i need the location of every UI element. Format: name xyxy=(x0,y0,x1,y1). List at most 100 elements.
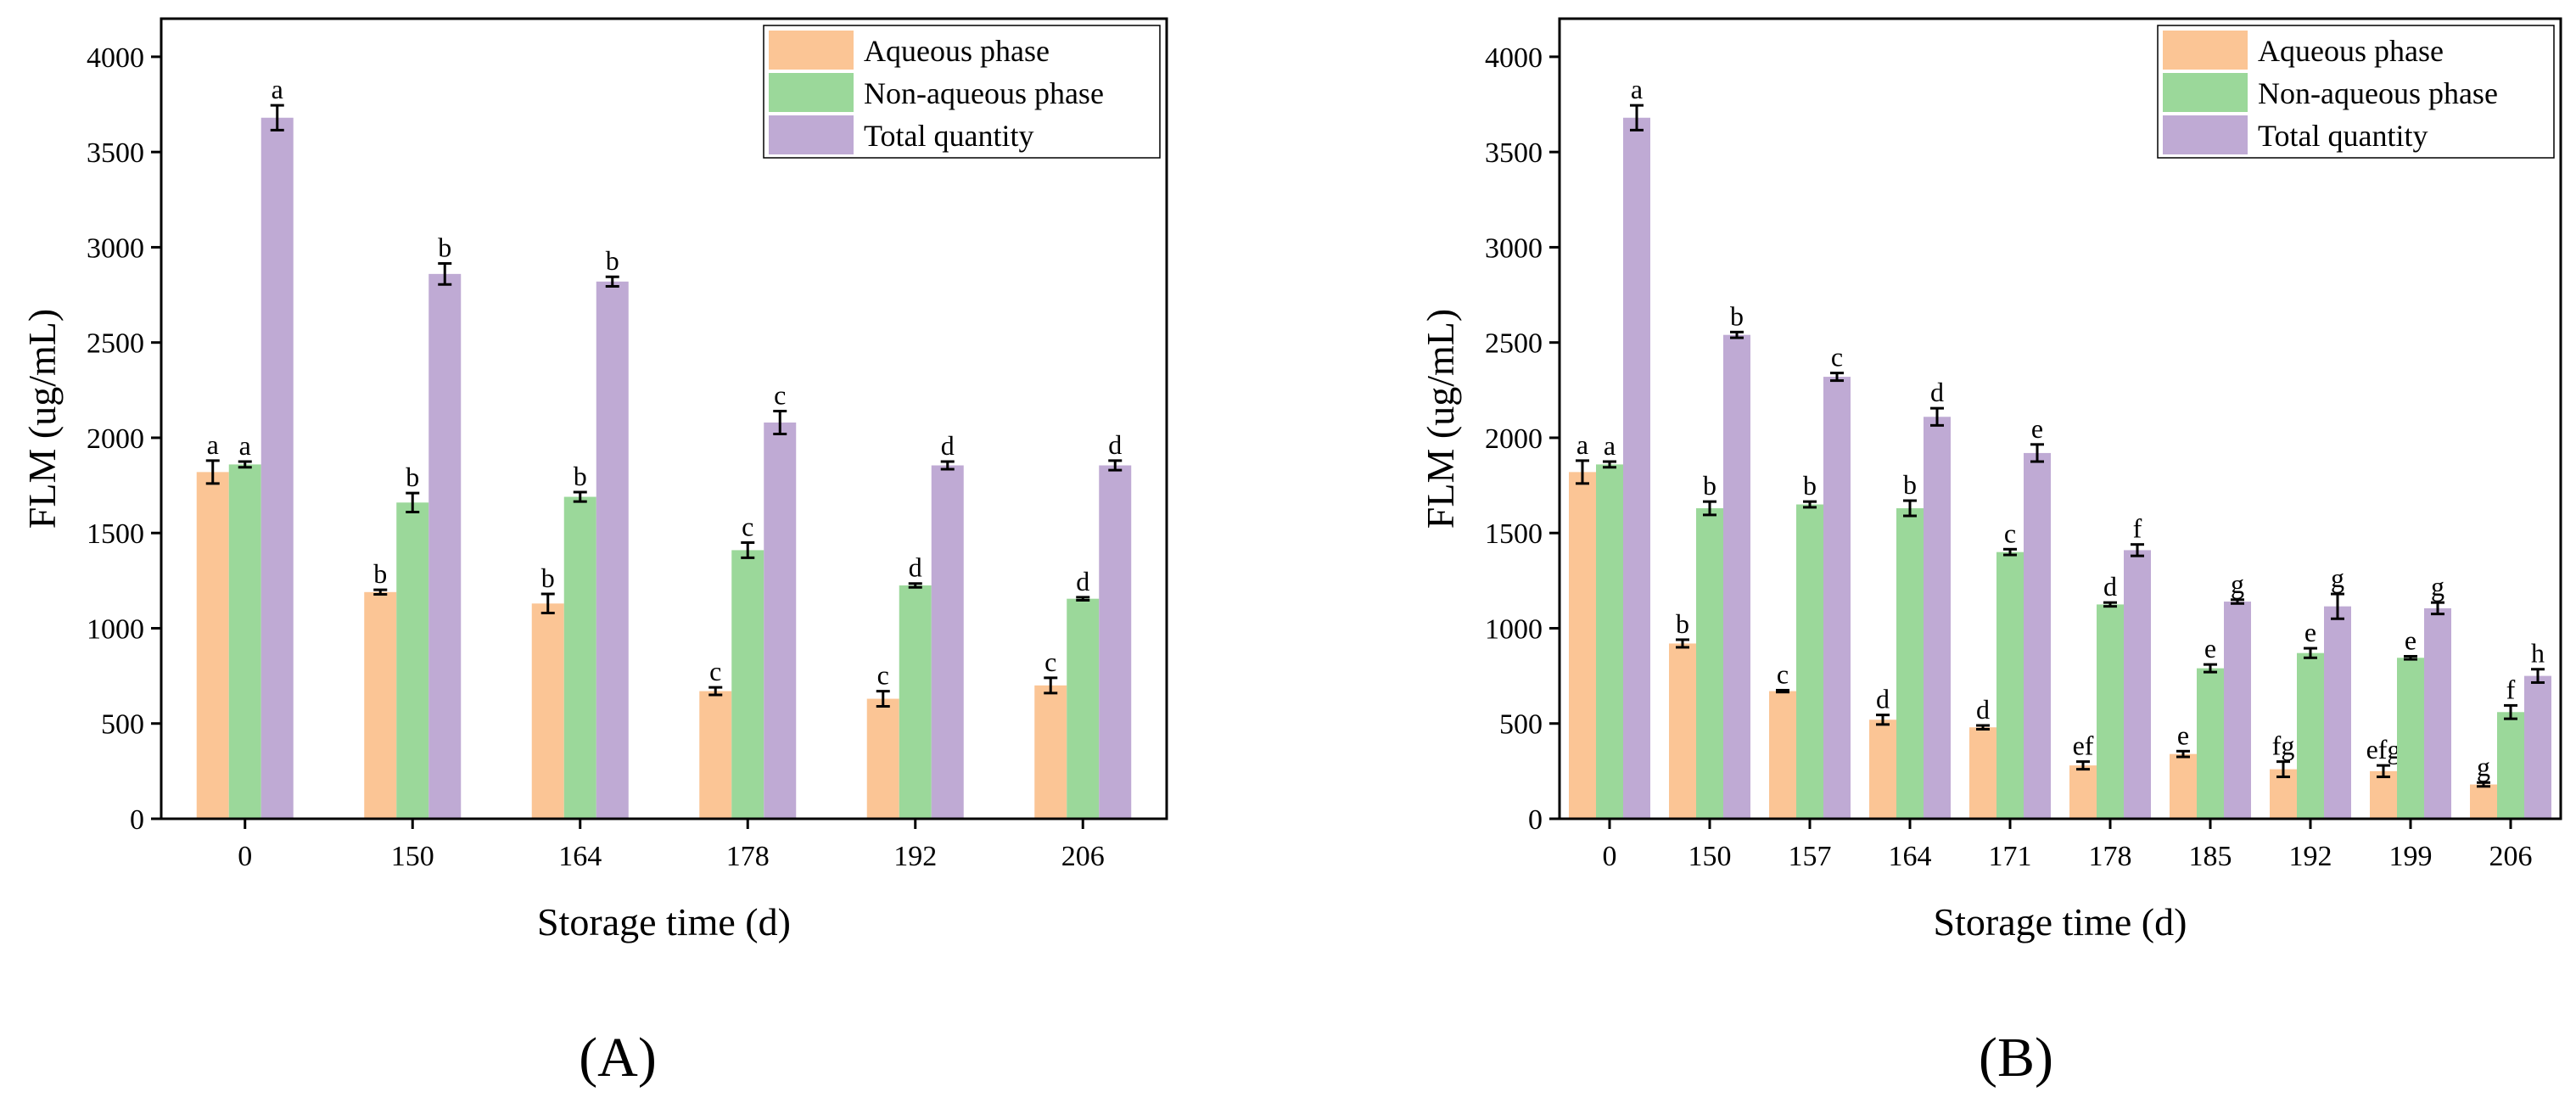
y-tick-label: 4000 xyxy=(87,42,144,74)
error-bar-aqueous-150 xyxy=(373,588,388,596)
significance-label-aqueous-0: a xyxy=(1576,429,1588,460)
legend-label-aqueous: Aqueous phase xyxy=(864,34,1050,68)
panel-b-label: (B) xyxy=(1979,1027,2053,1089)
x-tick-label: 164 xyxy=(1889,841,1932,872)
significance-label-nonaqueous-206: f xyxy=(2506,674,2516,704)
series-total: a b b c d d xyxy=(260,74,1132,819)
bar-nonaqueous-206 xyxy=(2497,712,2524,819)
significance-label-nonaqueous-178: c xyxy=(742,511,753,541)
significance-label-nonaqueous-171: c xyxy=(2004,518,2016,548)
error-bar-nonaqueous-192 xyxy=(908,582,922,589)
x-tick-label: 206 xyxy=(1061,841,1105,872)
bar-aqueous-0 xyxy=(196,472,229,819)
legend-swatch-aqueous xyxy=(2163,31,2248,70)
error-bar-total-164 xyxy=(605,275,619,288)
bar-aqueous-185 xyxy=(2170,753,2197,819)
bar-total-171 xyxy=(2024,452,2051,819)
significance-label-aqueous-0: a xyxy=(207,429,219,460)
bar-total-150 xyxy=(1723,334,1750,819)
bar-total-206 xyxy=(1099,465,1132,819)
bar-aqueous-164 xyxy=(531,603,564,819)
bar-nonaqueous-185 xyxy=(2197,668,2224,819)
significance-label-aqueous-206: g xyxy=(2477,751,2490,781)
bar-total-185 xyxy=(2224,602,2251,819)
x-axis: 0 150 164 178 192 206 xyxy=(238,819,1105,872)
bar-nonaqueous-178 xyxy=(2097,604,2124,819)
x-tick-label: 157 xyxy=(1789,841,1832,872)
error-bar-total-164 xyxy=(1930,406,1944,427)
significance-label-total-206: d xyxy=(1108,429,1122,460)
significance-label-total-164: d xyxy=(1930,377,1944,407)
bar-nonaqueous-157 xyxy=(1796,504,1823,819)
bar-aqueous-178 xyxy=(699,691,732,819)
x-tick-label: 192 xyxy=(2289,841,2332,872)
legend-label-nonaqueous: Non-aqueous phase xyxy=(2258,76,2498,110)
significance-label-aqueous-206: c xyxy=(1044,647,1056,677)
bar-nonaqueous-150 xyxy=(1696,508,1723,819)
y-tick-label: 3500 xyxy=(1485,137,1543,169)
error-bar-total-192 xyxy=(2331,592,2344,620)
error-bar-nonaqueous-178 xyxy=(2103,601,2117,608)
bar-nonaqueous-164 xyxy=(1896,508,1924,819)
legend-label-total: Total quantity xyxy=(864,119,1033,153)
bar-aqueous-164 xyxy=(1869,719,1896,819)
error-bar-total-178 xyxy=(773,410,787,435)
bar-aqueous-199 xyxy=(2370,770,2397,819)
legend-swatch-nonaqueous xyxy=(769,73,854,112)
y-axis: 0 500 1000 1500 2000 2500 3000 3500 4000 xyxy=(87,42,161,836)
x-tick-label: 0 xyxy=(238,841,252,872)
significance-label-total-206: h xyxy=(2531,638,2545,669)
y-tick-label: 2000 xyxy=(1485,423,1543,455)
x-tick-label: 206 xyxy=(2489,841,2533,872)
bar-nonaqueous-192 xyxy=(899,585,932,819)
significance-label-aqueous-178: ef xyxy=(2073,731,2094,761)
series-nonaqueous: a b b c d d xyxy=(228,430,1100,819)
bar-total-164 xyxy=(1924,417,1951,819)
legend-swatch-nonaqueous xyxy=(2163,73,2248,112)
y-tick-label: 1000 xyxy=(1485,613,1543,645)
error-bar-aqueous-0 xyxy=(1576,459,1589,485)
legend-label-total: Total quantity xyxy=(2258,119,2428,153)
error-bar-nonaqueous-206 xyxy=(1076,596,1090,602)
y-tick-label: 2500 xyxy=(87,328,144,360)
error-bar-aqueous-150 xyxy=(1676,638,1689,649)
significance-label-aqueous-150: b xyxy=(373,558,387,589)
bar-aqueous-192 xyxy=(866,698,899,819)
x-tick-label: 185 xyxy=(2189,841,2232,872)
significance-label-nonaqueous-0: a xyxy=(239,430,251,461)
error-bar-aqueous-206 xyxy=(1044,676,1058,695)
significance-label-nonaqueous-206: d xyxy=(1076,566,1089,596)
error-bar-nonaqueous-164 xyxy=(573,490,587,503)
bar-nonaqueous-0 xyxy=(228,464,261,819)
error-bar-nonaqueous-0 xyxy=(1603,460,1616,469)
legend: Aqueous phase Non-aqueous phase Total quan… xyxy=(2157,25,2555,159)
bar-nonaqueous-0 xyxy=(1596,464,1623,819)
error-bar-nonaqueous-150 xyxy=(1703,500,1716,517)
error-bar-aqueous-185 xyxy=(2176,749,2190,759)
error-bar-nonaqueous-150 xyxy=(406,491,420,514)
significance-label-aqueous-150: b xyxy=(1676,608,1689,639)
significance-label-aqueous-171: d xyxy=(1976,694,1990,725)
error-bar-aqueous-199 xyxy=(2377,764,2390,779)
y-tick-label: 2500 xyxy=(1485,328,1543,360)
y-tick-label: 500 xyxy=(1499,709,1543,741)
significance-label-nonaqueous-164: b xyxy=(574,461,587,491)
significance-label-nonaqueous-0: a xyxy=(1604,430,1616,461)
error-bar-nonaqueous-199 xyxy=(2404,654,2417,661)
bar-nonaqueous-178 xyxy=(731,550,764,819)
x-tick-label: 0 xyxy=(1603,841,1617,872)
significance-label-total-164: b xyxy=(606,245,619,276)
significance-label-nonaqueous-199: e xyxy=(2405,624,2416,655)
error-bar-aqueous-206 xyxy=(2477,781,2490,788)
x-axis: 0 150 157 164 171 178 185 192 199 206 xyxy=(1603,819,2533,872)
x-tick-label: 164 xyxy=(558,841,602,872)
error-bar-total-185 xyxy=(2231,598,2244,605)
error-bar-total-199 xyxy=(2431,601,2444,616)
error-bar-nonaqueous-157 xyxy=(1803,500,1817,509)
bar-aqueous-150 xyxy=(1669,643,1696,819)
y-tick-label: 2000 xyxy=(87,423,144,455)
legend: Aqueous phase Non-aqueous phase Total quan… xyxy=(763,25,1161,159)
